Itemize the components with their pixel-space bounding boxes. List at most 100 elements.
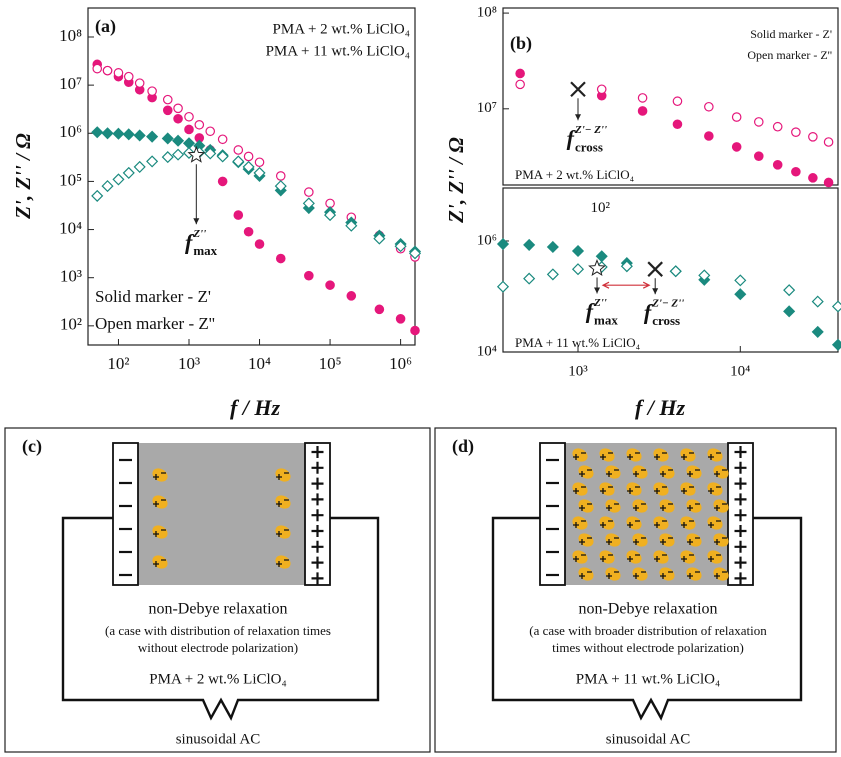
data-point <box>548 242 558 252</box>
annotation-sub: max <box>594 312 618 327</box>
data-point <box>164 95 172 103</box>
data-point <box>705 132 713 140</box>
data-point <box>113 128 123 138</box>
data-point <box>347 292 355 300</box>
data-point <box>103 66 111 74</box>
source-label: sinusoidal AC <box>606 731 691 747</box>
data-point <box>773 123 781 131</box>
data-point <box>255 240 263 248</box>
data-point <box>218 177 226 185</box>
marker-note: Open marker - Z'' <box>95 314 215 333</box>
marker-note: Solid marker - Z' <box>95 287 211 306</box>
y-tick-label: 10³ <box>60 267 82 286</box>
data-point <box>573 264 583 274</box>
y-tick-label: 10⁸ <box>477 5 497 21</box>
data-point <box>305 272 313 280</box>
data-point <box>824 178 832 186</box>
arrow-head <box>652 288 658 294</box>
data-point <box>163 133 173 143</box>
data-point <box>102 128 112 138</box>
x-tick-label: 10⁵ <box>319 354 342 373</box>
data-point <box>809 133 817 141</box>
marker-note: Solid marker - Z' <box>750 27 832 41</box>
panel-label: (b) <box>510 33 532 54</box>
data-point <box>277 254 285 262</box>
data-point <box>498 239 508 249</box>
arrow-head <box>594 287 600 293</box>
panel-label: (a) <box>95 16 116 37</box>
diagram-caption: non-Debye relaxation <box>578 601 717 618</box>
data-point <box>113 174 123 184</box>
data-point <box>135 79 143 87</box>
data-point <box>147 156 157 166</box>
data-point <box>164 106 172 114</box>
data-point <box>598 85 606 93</box>
data-point <box>174 104 182 112</box>
annotation-sub: max <box>193 243 217 258</box>
data-point <box>148 87 156 95</box>
data-point <box>92 191 102 201</box>
data-point <box>735 275 745 285</box>
diagram-description: (a case with broader distribution of rel… <box>529 623 767 638</box>
relation-arrow <box>603 282 649 288</box>
data-point <box>125 72 133 80</box>
data-point <box>833 340 841 350</box>
diagram-panel: (c) non-Debye relaxation (a case with dist… <box>5 428 430 752</box>
data-point <box>524 240 534 250</box>
data-point <box>809 174 817 182</box>
diagram-caption: non-Debye relaxation <box>148 601 287 618</box>
panel-label: (d) <box>452 436 474 457</box>
data-point <box>147 131 157 141</box>
data-point <box>773 161 781 169</box>
x-tick-label: 10⁴ <box>730 363 750 379</box>
data-point <box>255 158 263 166</box>
y-tick-label: 10⁷ <box>477 100 497 116</box>
x-axis-label: f / Hz <box>230 395 281 420</box>
x-tick-label: 10³ <box>568 363 588 379</box>
y-tick-label: 10⁴ <box>477 343 497 359</box>
annotation-sub: cross <box>575 139 603 154</box>
cross-marker <box>648 262 662 276</box>
data-point <box>244 152 252 160</box>
data-point <box>411 326 419 334</box>
data-point <box>597 251 607 261</box>
electrolyte <box>565 443 728 585</box>
annotation-sup: Z'' <box>593 297 607 309</box>
data-point <box>244 228 252 236</box>
data-point <box>173 149 183 159</box>
data-point <box>277 172 285 180</box>
data-point <box>671 266 681 276</box>
series-label: PMA + 11 wt.% LiClO₄ <box>515 335 641 350</box>
y-tick-label: 10⁶ <box>59 122 82 141</box>
y-axis-label: Z', Z'' / Ω <box>11 133 35 220</box>
data-point <box>102 181 112 191</box>
data-point <box>114 69 122 77</box>
data-point <box>705 103 713 111</box>
x-tick-label: 10⁴ <box>248 354 271 373</box>
x-tick-label: 10² <box>107 354 129 373</box>
data-point <box>673 120 681 128</box>
electrode-negative <box>540 443 565 585</box>
data-point <box>784 285 794 295</box>
data-point <box>784 306 794 316</box>
data-point <box>792 168 800 176</box>
data-point <box>184 138 194 148</box>
data-point <box>174 115 182 123</box>
data-point <box>516 80 524 88</box>
data-point <box>234 146 242 154</box>
data-point <box>305 188 313 196</box>
data-point <box>755 118 763 126</box>
data-point <box>217 151 227 161</box>
diagram-description: (a case with distribution of relaxation … <box>105 623 331 638</box>
legend-entry: PMA + 2 wt.% LiClO₄ <box>273 21 410 37</box>
data-point <box>195 121 203 129</box>
data-point <box>233 156 243 166</box>
diagram-description: times without electrode polarization) <box>552 640 744 655</box>
sample-label: PMA + 11 wt.% LiClO₄ <box>576 671 720 687</box>
data-point <box>206 127 214 135</box>
panel-label: (c) <box>22 436 42 457</box>
data-point <box>375 305 383 313</box>
data-point <box>735 289 745 299</box>
data-point <box>813 296 823 306</box>
data-point <box>92 127 102 137</box>
